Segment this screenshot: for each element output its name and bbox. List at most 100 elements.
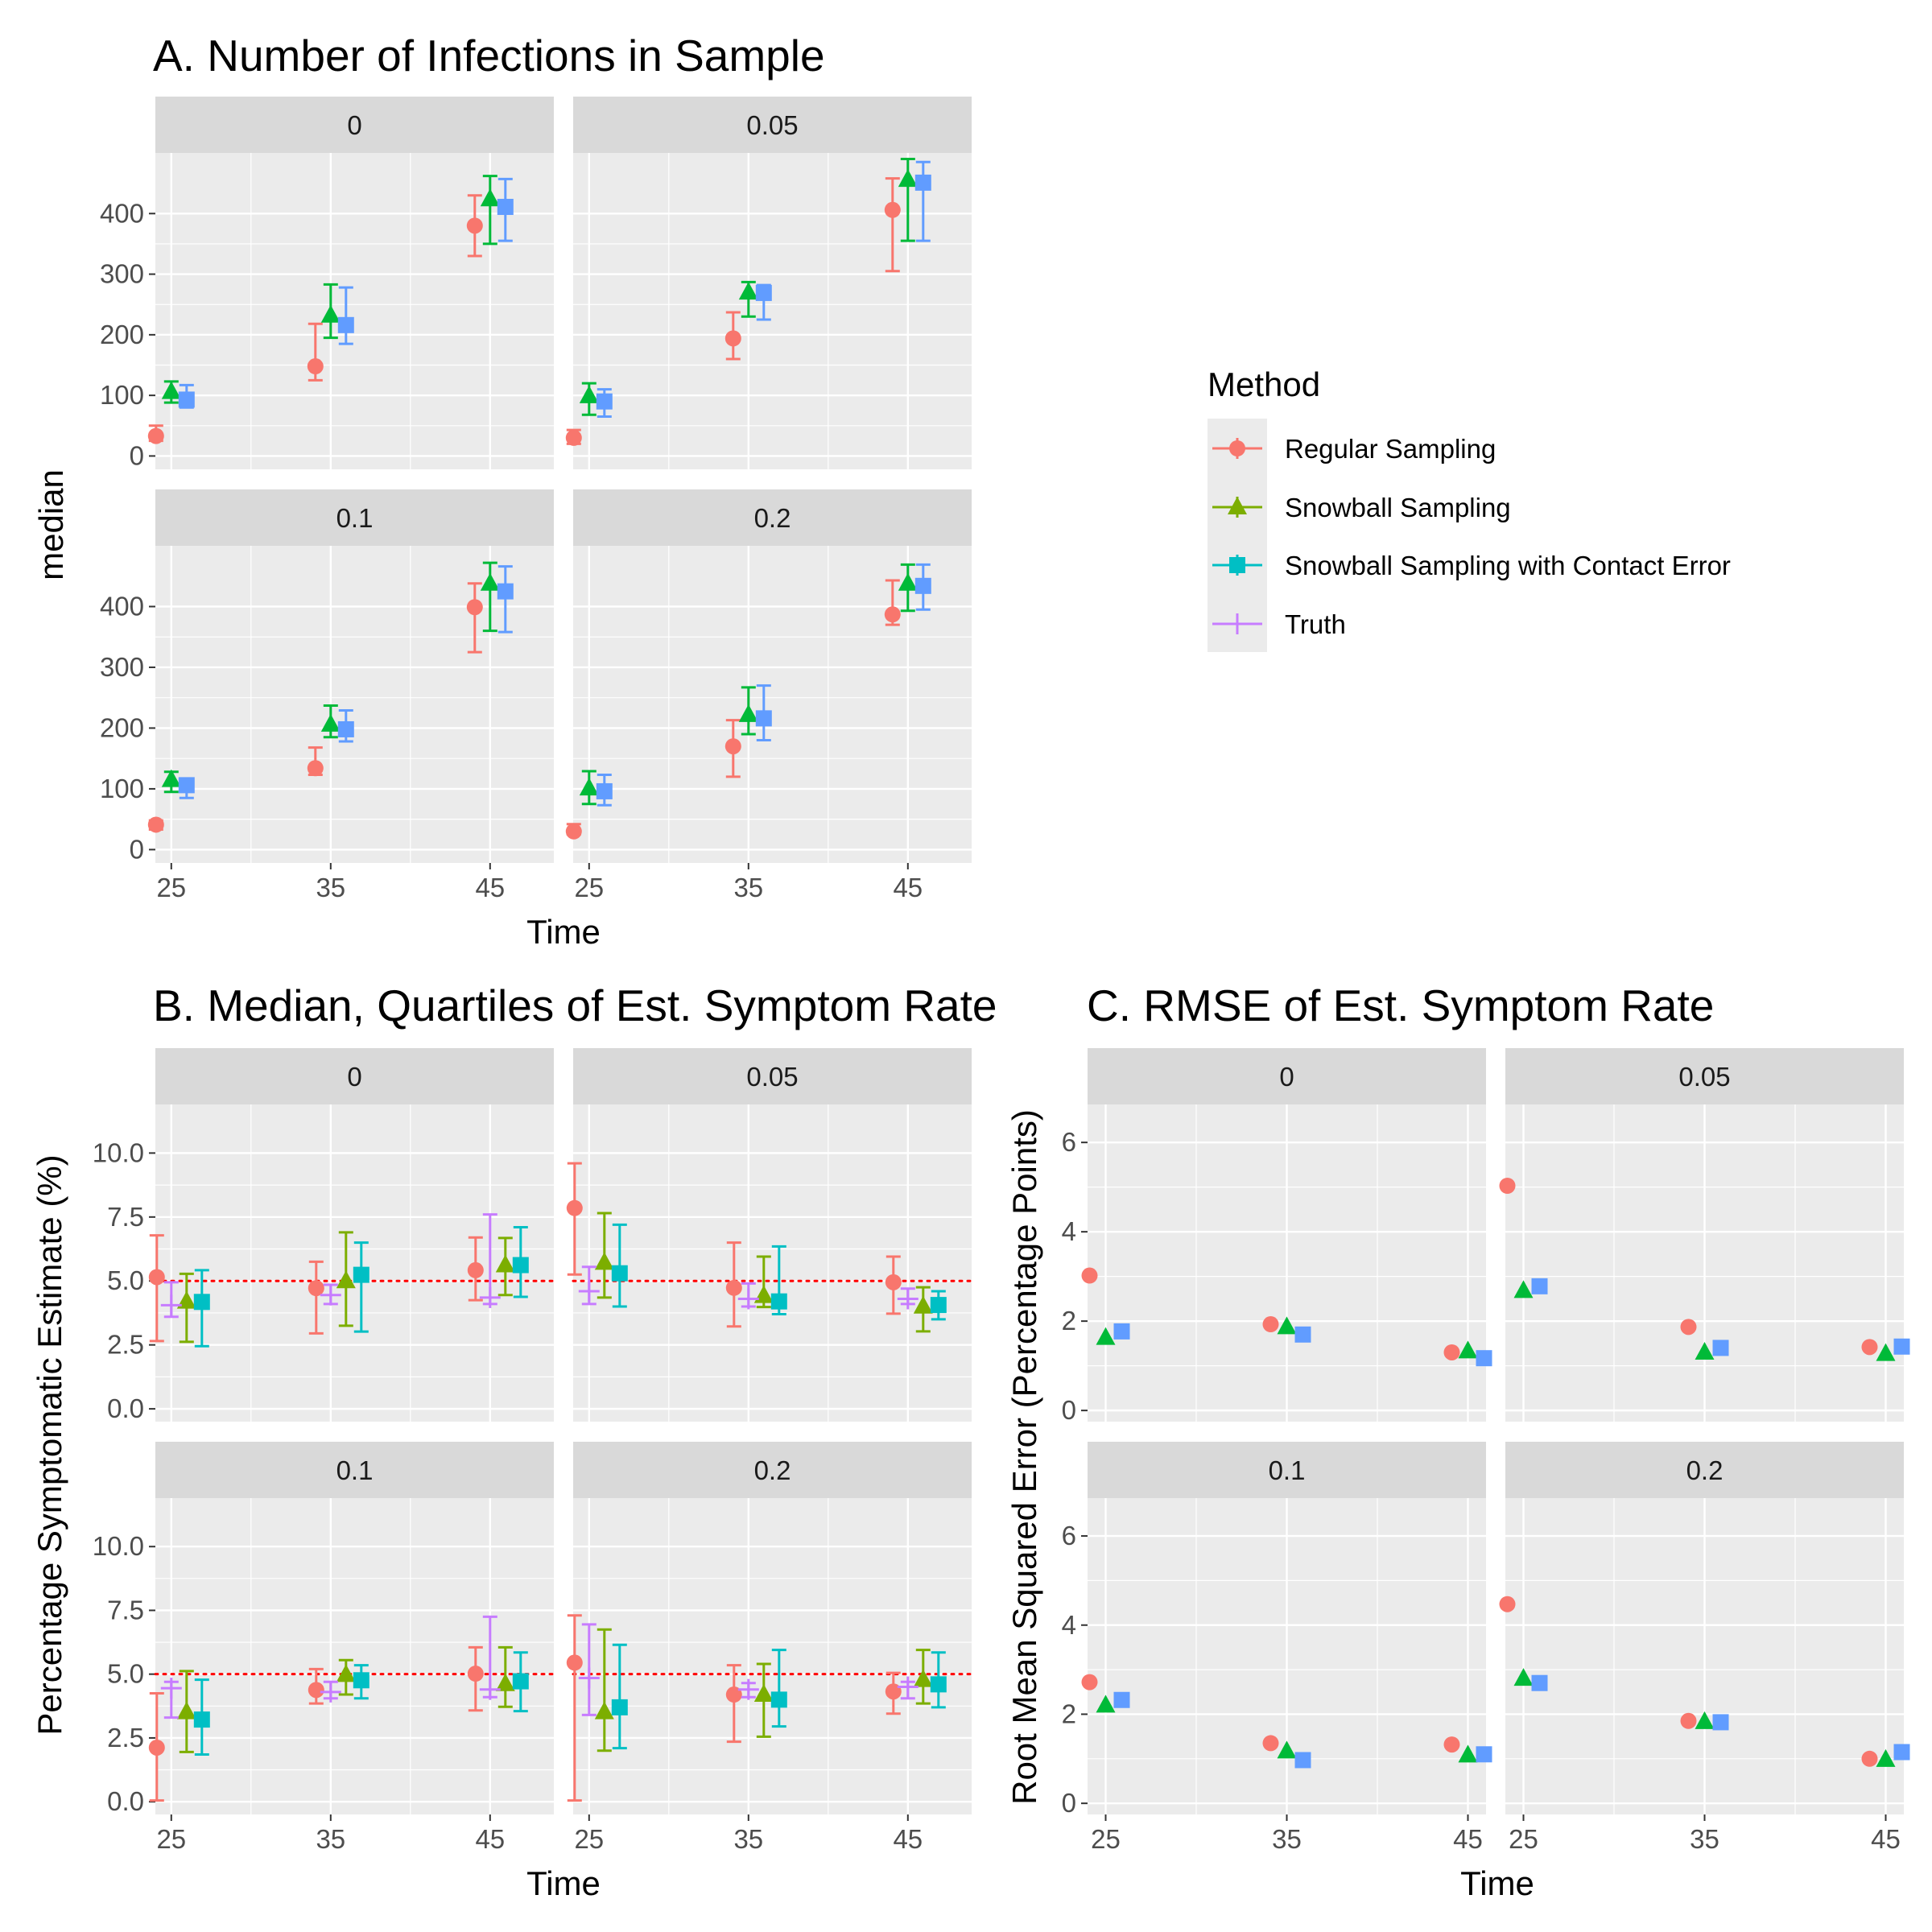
- panel-c-facet-0-1-point-snowball-sampling: [1458, 1744, 1478, 1763]
- panel-c-facet-0-point-snowball-sampling-with-contact-error: [1294, 1326, 1311, 1343]
- panel-a-facet-0-05-series-snowball-sampling-with-contact-error: [596, 160, 931, 418]
- panel-b-facet-0-series-truth: [160, 1213, 501, 1319]
- panel-a-facet-0-05-point-snowball-sampling-with-contact-error: [914, 174, 931, 191]
- panel-c-facet-0-2: 0.2 25 35 45: [1499, 1442, 1910, 1854]
- panel-a-facet-0-2-series-snowball-sampling: [579, 563, 918, 806]
- panel-c-title: C. RMSE of Est. Symptom Rate: [1087, 980, 1714, 1030]
- panel-a-facet-0-strip-label: 0: [347, 110, 361, 140]
- panel-b-facet-0-series-snowball-sampling: [176, 1231, 515, 1344]
- panel-b-title: B. Median, Quartiles of Est. Symptom Rat…: [153, 980, 997, 1030]
- panel-b-facet-0-point-snowball-sampling: [495, 1254, 515, 1273]
- panel-b-facet-0-1-point-snowball-sampling-with-contact-error: [193, 1711, 210, 1728]
- panel-b-facet-0-1-point-snowball-sampling-with-contact-error: [512, 1673, 529, 1690]
- panel-b-facet-0-point-regular-sampling: [148, 1269, 165, 1286]
- panel-c-facet-0-1-point-regular-sampling: [1081, 1674, 1098, 1690]
- panel-b-facet-0-1-point-regular-sampling: [467, 1666, 484, 1682]
- panel-b-facet-0-1-series-snowball-sampling-with-contact-error: [193, 1651, 529, 1757]
- panel-b-facet-0-2-point-snowball-sampling-with-contact-error: [770, 1691, 787, 1708]
- panel-a-facet-0-2-point-snowball-sampling: [898, 572, 918, 591]
- panel-a-facet-0-point-snowball-sampling: [320, 304, 341, 323]
- panel-a-facet-0-2-point-snowball-sampling-with-contact-error: [914, 577, 931, 594]
- panel-a-facet-0-1-point-regular-sampling: [147, 816, 164, 833]
- legend-label-truth: Truth: [1285, 609, 1346, 639]
- panel-b-facet-0-y-tick-label: 2.5: [107, 1330, 144, 1360]
- panel-b-facet-0-1-point-snowball-sampling: [176, 1701, 196, 1719]
- panel-a-facet-0-05-background: [573, 153, 972, 469]
- panel-b-facet-0-2-error-bar: [771, 1649, 786, 1728]
- panel-a-facet-0-point-snowball-sampling: [161, 381, 181, 399]
- panel-b-facet-0: 0 0.0 2.5 5.0 7.5 10.0: [93, 1048, 555, 1423]
- panel-a-facet-0-2-point-snowball-sampling-with-contact-error: [596, 782, 613, 799]
- panel-a-facet-0-point-snowball-sampling: [480, 188, 500, 207]
- panel-c-facet-0-1-series-snowball-sampling-with-contact-error: [1113, 1691, 1492, 1769]
- panel-a-facet-0-1-background: [155, 546, 554, 863]
- panel-a-title: A. Number of Infections in Sample: [153, 31, 825, 80]
- panel-b-facet-0-y-tick-label: 7.5: [107, 1202, 144, 1232]
- legend-label-snowball-contact-error: Snowball Sampling with Contact Error: [1285, 551, 1731, 580]
- panel-b-facet-0-1-y-tick-label: 5.0: [107, 1659, 144, 1689]
- panel-c-facet-0-1-point-snowball-sampling-with-contact-error: [1476, 1746, 1492, 1763]
- panel-a-facet-0-series-snowball-sampling: [161, 175, 500, 404]
- panel-b-facet-0-2-background: [573, 1498, 972, 1814]
- panel-a-facet-0: 0 0 100 200 300 400: [100, 97, 554, 470]
- panel-b-facet-0-2-series-regular-sampling: [566, 1614, 902, 1802]
- panel-a-facet-0-1-strip-label: 0.1: [336, 503, 374, 533]
- panel-b-facet-0-error-bar: [308, 1260, 324, 1335]
- panel-a-facet-0-2-background: [573, 546, 972, 863]
- panel-b-facet-0-2-error-bar: [597, 1628, 612, 1752]
- panel-b-facet-0-05-series-regular-sampling: [566, 1162, 902, 1328]
- panel-b-facet-0-y-tick-label: 10.0: [93, 1137, 144, 1167]
- panel-a-facet-0-2: 0.2 25 35 45: [565, 489, 972, 902]
- panel-b-facet-0-1: 0.1 0.0 2.5 5.0 7.5 10.0 25 35 45: [93, 1442, 555, 1854]
- panel-a-facet-0-strip: [155, 97, 554, 153]
- panel-c-facet-0-1-y-tick-label: 6: [1062, 1521, 1076, 1550]
- panel-b-facet-0-point-truth: [160, 1294, 182, 1316]
- panel-a-facet-0-y-tick-label: 100: [100, 380, 144, 410]
- panel-c-facet-0-1-y-tick-label: 0: [1062, 1788, 1076, 1818]
- panel-a-facet-0-2-x-tick-label: 45: [893, 873, 923, 902]
- panel-c-facet-0-2-point-regular-sampling: [1680, 1712, 1697, 1729]
- panel-c-facet-0: 0 0 2 4 6: [1062, 1048, 1492, 1425]
- panel-a-facet-0-05-point-snowball-sampling-with-contact-error: [755, 284, 772, 301]
- panel-b-facet-0-y-tick-label: 0.0: [107, 1393, 144, 1423]
- panel-b-facet-0-05-point-truth: [737, 1288, 759, 1310]
- panel-c-facet-0-1-point-snowball-sampling: [1096, 1695, 1116, 1713]
- panel-a-facet-0-series-regular-sampling: [147, 194, 483, 444]
- panel-a-facet-0-05-series-regular-sampling: [565, 177, 901, 446]
- legend-label-snowball-sampling: Snowball Sampling: [1285, 493, 1511, 522]
- panel-a-facet-0-1-y-tick-label: 300: [100, 652, 144, 682]
- panel-b-facet-0-point-snowball-sampling: [336, 1270, 356, 1289]
- legend-key-snowball-sampling: [1212, 497, 1262, 518]
- panel-b-facet-0-05-strip-label: 0.05: [746, 1062, 798, 1092]
- panel-a-facet-0-1-y-tick-label: 0: [130, 834, 144, 864]
- panel-b-facet-0-05-point-snowball-sampling-with-contact-error: [930, 1297, 947, 1314]
- panel-b-facet-0-1-x-tick-label: 45: [475, 1824, 505, 1854]
- panel-c-facet-0-y-tick-label: 6: [1062, 1127, 1076, 1157]
- panel-b-facet-0-2-x-tick-label: 45: [893, 1824, 923, 1854]
- panel-a-facet-0-1-point-snowball-sampling: [320, 713, 341, 732]
- panel-a-facet-0-point-regular-sampling: [466, 217, 483, 234]
- panel-c-facet-0-point-regular-sampling: [1443, 1344, 1460, 1360]
- panel-a-facets: 0 0 100 200 300 400 0.05 0.1 0 100 200 300 400 25 35 45…: [100, 97, 972, 902]
- panel-c-facet-0-1-y-tick-label: 2: [1062, 1699, 1076, 1728]
- panel-c-facet-0-point-snowball-sampling: [1277, 1316, 1297, 1335]
- panel-c-facet-0-2-point-regular-sampling: [1499, 1596, 1516, 1612]
- panel-a-facet-0-1: 0.1 0 100 200 300 400 25 35 45: [100, 489, 554, 902]
- panel-c-facet-0-2-point-snowball-sampling: [1513, 1668, 1534, 1686]
- panel-c-facet-0-2-series-snowball-sampling-with-contact-error: [1531, 1674, 1910, 1761]
- panel-c-facet-0-05-point-regular-sampling: [1499, 1177, 1516, 1194]
- panel-a-facet-0-05-point-snowball-sampling: [579, 385, 599, 403]
- panel-c-facet-0-point-snowball-sampling: [1096, 1327, 1116, 1345]
- panel-c-facet-0-point-snowball-sampling-with-contact-error: [1113, 1323, 1130, 1340]
- panel-c-facet-0-point-regular-sampling: [1262, 1316, 1279, 1333]
- panel-c-x-axis-title: Time: [1460, 1864, 1534, 1902]
- panel-c-facet-0-05-series-snowball-sampling: [1513, 1280, 1896, 1361]
- panel-b-facet-0-1-point-truth: [320, 1681, 341, 1703]
- panel-a-y-axis-title: median: [32, 469, 70, 580]
- panel-b-facet-0-point-truth: [320, 1284, 341, 1306]
- panel-b-facet-0-1-point-regular-sampling: [148, 1739, 165, 1756]
- panel-b-facet-0-series-snowball-sampling-with-contact-error: [193, 1226, 529, 1348]
- panel-b-facet-0-2-strip-label: 0.2: [754, 1455, 791, 1485]
- panel-b-facet-0-background: [155, 1104, 554, 1422]
- panel-b-facet-0-2-error-bar: [612, 1643, 627, 1750]
